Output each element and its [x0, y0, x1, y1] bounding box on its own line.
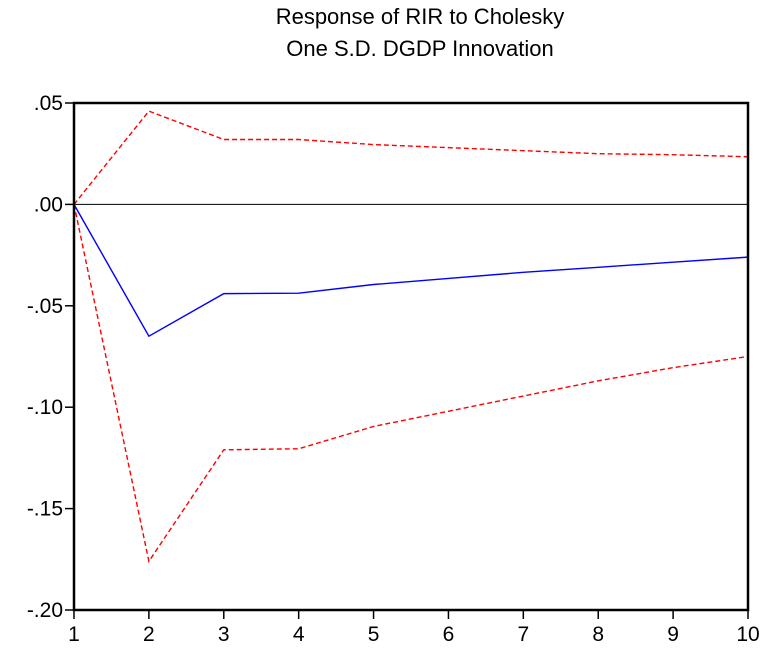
x-tick-label: 3: [218, 623, 230, 646]
chart-title-line-2: One S.D. DGDP Innovation: [286, 36, 554, 61]
y-tick-label: -.05: [27, 295, 63, 318]
x-tick-label: 5: [368, 623, 380, 646]
y-tick-label: .00: [34, 193, 63, 216]
axis-ticks: [65, 102, 749, 619]
series-lines: [73, 110, 749, 564]
y-tick-label: .05: [34, 92, 63, 115]
x-tick-label: 9: [667, 623, 679, 646]
series-line-response: [73, 204, 749, 338]
x-tick-label: 1: [68, 623, 80, 646]
series-line-upper-band: [73, 110, 749, 205]
x-tick-label: 4: [293, 623, 305, 646]
chart-title-line-1: Response of RIR to Cholesky: [275, 4, 565, 29]
x-tick-label: 7: [517, 623, 529, 646]
axis-tick-labels: .05 .00 -.05 -.10 -.15 -.201 2 3 4 5 6 7 8 9 10: [27, 92, 760, 646]
series-line-lower-band: [73, 204, 749, 564]
x-tick-label: 10: [736, 623, 759, 646]
x-tick-label: 6: [443, 623, 455, 646]
y-tick-label: -.20: [27, 599, 63, 622]
y-tick-label: -.15: [27, 498, 63, 521]
x-tick-label: 8: [592, 623, 604, 646]
plot-area-frame: [72, 101, 750, 612]
x-tick-label: 2: [143, 623, 155, 646]
y-tick-label: -.10: [27, 396, 63, 419]
